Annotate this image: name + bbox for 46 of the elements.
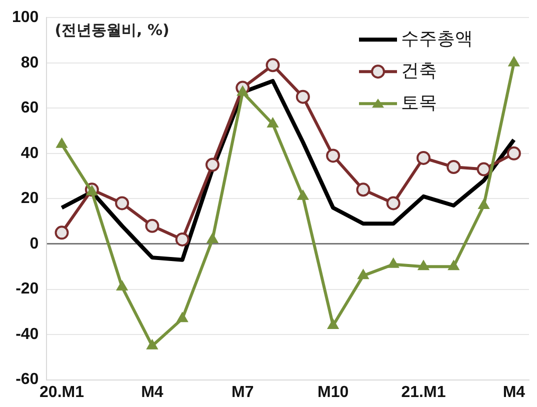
point (476, 162, 491, 176)
point (116, 280, 128, 290)
y-tick-label: 80 (20, 54, 39, 72)
legend-label: 수주총액 (401, 28, 473, 50)
x-tick-label: M10 (318, 384, 349, 401)
point (358, 269, 369, 280)
x-tick-label: M7 (232, 384, 254, 401)
point (478, 198, 490, 209)
x-tick-label: 21.M1 (401, 384, 446, 401)
point (388, 258, 400, 268)
point (386, 196, 400, 210)
point (296, 90, 310, 104)
y-tick-label: -20 (16, 280, 39, 298)
point (56, 138, 68, 148)
y-tick-label: 100 (12, 9, 39, 26)
point (326, 148, 340, 163)
y-tick-label: -60 (16, 371, 39, 388)
point (356, 182, 370, 197)
legend-label: 토목 (401, 92, 437, 114)
point (206, 232, 218, 243)
point (448, 260, 460, 270)
point (54, 226, 69, 240)
y-tick-label: 40 (20, 144, 39, 162)
point (327, 318, 339, 329)
legend-label: 건축 (401, 60, 437, 82)
point (446, 160, 461, 174)
point (146, 339, 158, 350)
y-tick-label: 20 (20, 190, 39, 208)
point (115, 196, 130, 210)
point (145, 218, 160, 233)
point (416, 150, 430, 165)
point (506, 146, 521, 160)
point (297, 190, 309, 200)
x-tick-label: M4 (502, 384, 526, 401)
point (205, 158, 220, 172)
annotation: (전년동월비, %) (54, 20, 170, 39)
point (86, 185, 98, 196)
point (175, 232, 190, 246)
point (176, 312, 188, 322)
x-tick-label: 20.M1 (40, 384, 84, 401)
point (266, 58, 280, 72)
y-tick-label: 60 (20, 100, 39, 117)
x-tick-label: M4 (141, 384, 164, 401)
y-tick-label: -40 (16, 326, 39, 343)
point (418, 260, 430, 270)
y-tick-label: 0 (30, 235, 39, 252)
